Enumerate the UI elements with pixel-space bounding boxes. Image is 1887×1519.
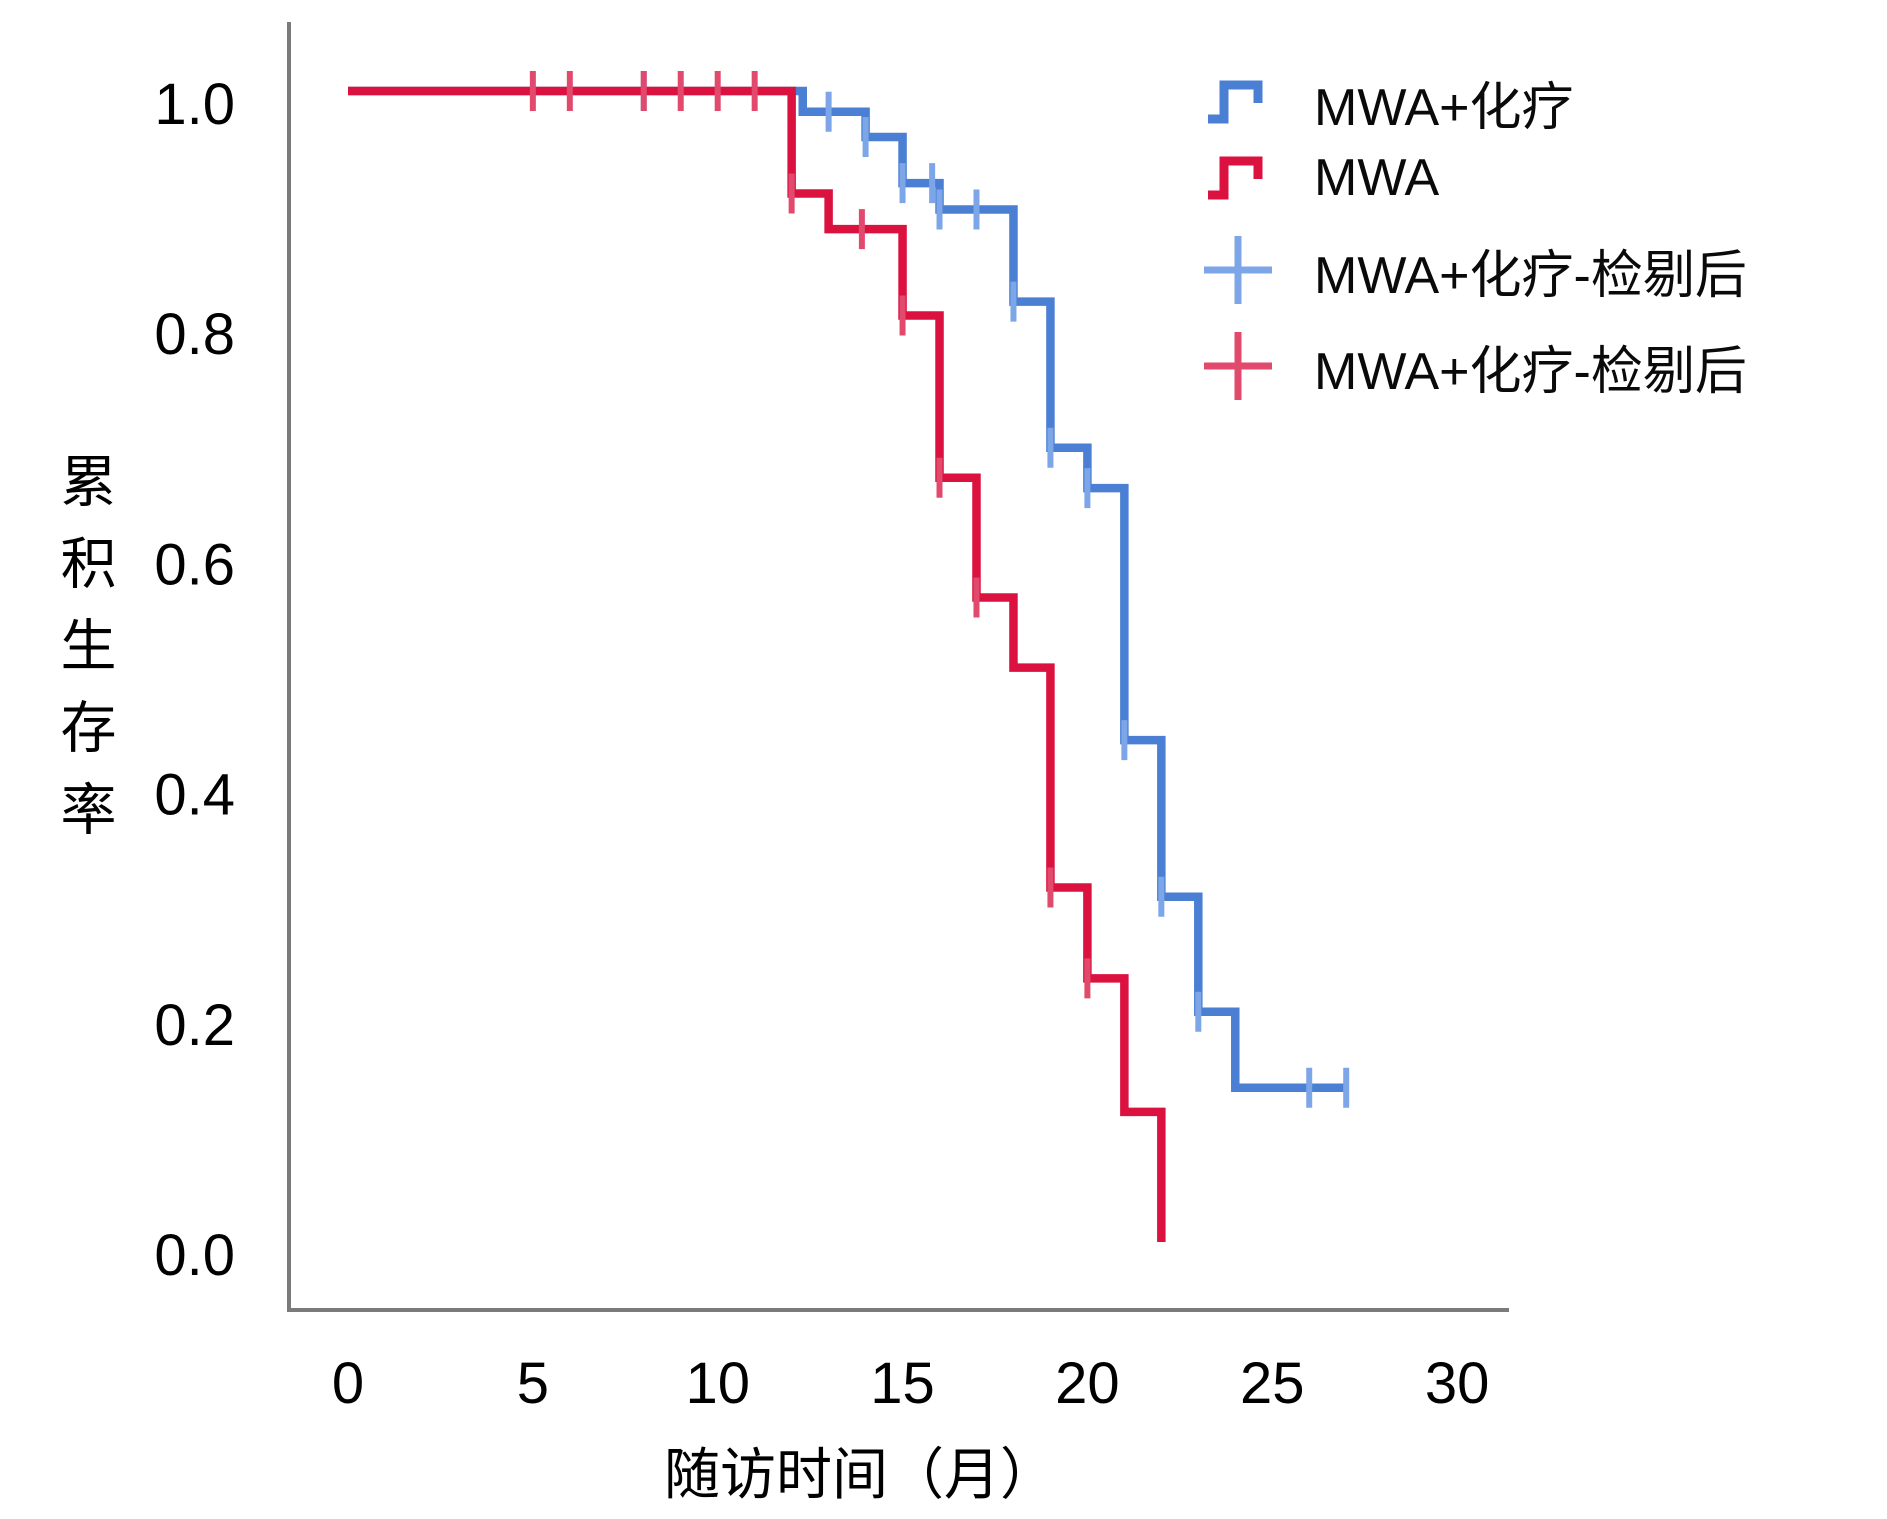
legend-item-mwa-chemo-censored: MWA+化疗-检剔后	[1198, 230, 1747, 310]
censor-cross-icon	[1198, 328, 1278, 404]
survival-curve-mwa	[348, 86, 1166, 1242]
y-tick-label-0.8: 0.8	[154, 302, 235, 367]
y-tick-label-0.4: 0.4	[154, 763, 235, 828]
x-tick-label-30: 30	[1425, 1351, 1490, 1416]
y-tick-label-0.6: 0.6	[154, 532, 235, 597]
legend-item-mwa-chemo: MWA+化疗	[1198, 70, 1574, 137]
censor-cross-icon	[1198, 232, 1278, 308]
x-tick-label-5: 5	[517, 1351, 549, 1416]
y-axis-title: 累积生存率	[53, 452, 116, 862]
legend-item-mwa-censored: MWA+化疗-检剔后	[1198, 326, 1747, 406]
x-tick-label-25: 25	[1240, 1351, 1305, 1416]
y-tick-label-0.2: 0.2	[154, 993, 235, 1058]
x-axis-title: 随访时间（月）	[664, 1443, 1056, 1506]
y-tick-label-1.0: 1.0	[154, 72, 235, 137]
legend-item-mwa: MWA	[1198, 146, 1439, 210]
y-tick-label-0.0: 0.0	[154, 1223, 235, 1288]
legend-label: MWA+化疗-检剔后	[1314, 342, 1747, 401]
x-tick-label-20: 20	[1055, 1351, 1120, 1416]
legend-label: MWA	[1314, 149, 1440, 207]
step-line-icon	[1198, 75, 1278, 129]
legend-label: MWA+化疗-检剔后	[1314, 246, 1747, 305]
step-line-icon	[1198, 151, 1278, 205]
x-tick-label-15: 15	[870, 1351, 935, 1416]
legend-label: MWA+化疗	[1314, 78, 1574, 137]
survival-curve-mwa-chemo	[348, 86, 1347, 1093]
x-tick-label-10: 10	[685, 1351, 750, 1416]
x-tick-label-0: 0	[332, 1351, 364, 1416]
